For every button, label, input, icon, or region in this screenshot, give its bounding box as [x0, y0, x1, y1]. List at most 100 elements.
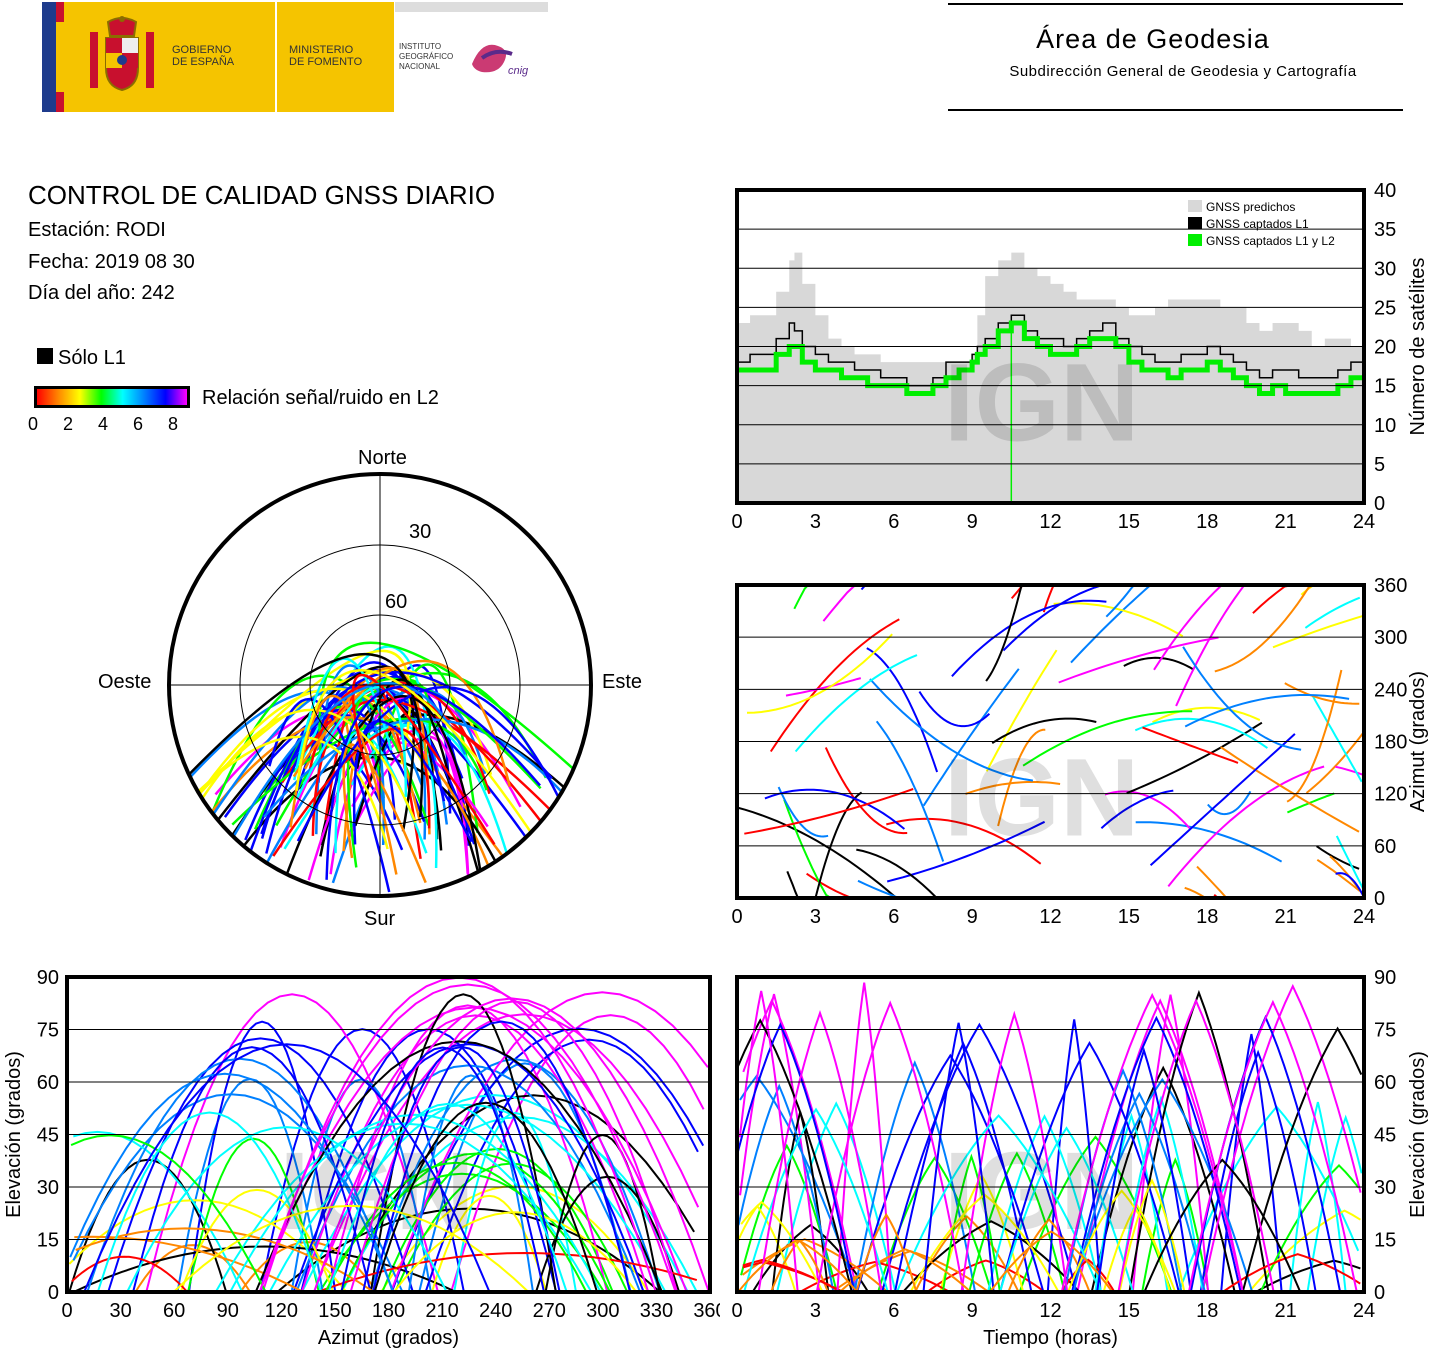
azimuth-track	[744, 788, 914, 835]
azimuth-track	[1311, 695, 1363, 783]
elevation-azimuth-track	[73, 1245, 457, 1293]
azimuth-track	[1304, 596, 1361, 629]
ign-watermark: IGN	[944, 736, 1140, 859]
y-tick-label: 0	[48, 1282, 59, 1304]
elevation-time-track	[740, 1200, 824, 1293]
x-tick-label: 12	[1039, 1300, 1061, 1322]
elevation-azimuth-track	[70, 1134, 267, 1293]
sky-track	[351, 673, 496, 845]
x-tick-label: 15	[1118, 1300, 1140, 1322]
y-tick-label: 30	[37, 1177, 59, 1199]
y-tick-label: 0	[1374, 888, 1385, 910]
y-tick-label: 60	[1374, 1072, 1396, 1094]
plot-content	[68, 976, 710, 1293]
sky-track	[268, 698, 391, 893]
x-tick-label: 18	[1196, 511, 1218, 533]
y-tick-label: 90	[37, 967, 59, 989]
sky-track	[292, 659, 512, 788]
y-tick-label: 75	[1374, 1020, 1396, 1042]
azimuth-time-chart: IGN 0 60 120 180 240 300 360 0 3 6 9 12 15 18 21 24 Azimu…	[731, 575, 1429, 928]
ign-watermark: IGN	[944, 1130, 1140, 1253]
snr-tick-8: 8	[168, 414, 179, 434]
snr-tick-6: 6	[133, 414, 144, 434]
elevation-time-track	[742, 1258, 842, 1293]
elevation-time-track	[736, 1018, 853, 1293]
x-tick-label: 3	[810, 906, 821, 928]
x-tick-label: 60	[163, 1300, 185, 1322]
elevation-azimuth-track	[126, 1126, 448, 1293]
elevation-time-track	[815, 1000, 965, 1293]
elevation-azimuth-track	[390, 1027, 705, 1293]
y-tick-label: 60	[37, 1072, 59, 1094]
sky-track	[346, 677, 542, 868]
elevation-azimuth-track	[132, 1046, 372, 1293]
azimuth-track	[1207, 790, 1252, 816]
elevation-time-track	[1177, 1105, 1360, 1293]
elevation-time-track	[1060, 992, 1244, 1293]
azimuth-track	[1152, 706, 1261, 724]
y-tick-label: 45	[37, 1125, 59, 1147]
x-tick-label: 30	[109, 1300, 131, 1322]
azimuth-track	[764, 788, 906, 830]
y-tick-label: 180	[1374, 732, 1407, 754]
azimuth-track	[1149, 733, 1296, 866]
y-axis-label: Elevación (grados)	[1407, 1051, 1429, 1218]
y-tick-label: 60	[1374, 836, 1396, 858]
ign-watermark: IGN	[944, 341, 1140, 464]
azimuth-track	[777, 786, 829, 838]
area-subtitle: Subdirección General de Geodesia y Carto…	[1009, 63, 1357, 80]
sky-track	[281, 681, 491, 795]
elevation-time-track	[737, 1083, 835, 1293]
x-tick-label: 330	[640, 1300, 673, 1322]
elevation-time-track	[1076, 998, 1244, 1293]
elevation-time-track	[855, 1212, 918, 1293]
sky-track	[342, 743, 427, 884]
elevation-time-chart: IGN 0 15 30 45 60 75 90 0 3 6 9 12 15 18 21 24 Elevación …	[731, 967, 1429, 1349]
azimuth-track	[1135, 821, 1283, 863]
elevation-azimuth-track	[179, 1188, 335, 1293]
gov-logo-text: GOBIERNO DE ESPAÑA	[172, 44, 234, 68]
elevation-time-track	[738, 990, 799, 1293]
snr-tick-0: 0	[28, 414, 39, 434]
x-tick-label: 150	[318, 1300, 351, 1322]
y-axis-label: Número de satélites	[1407, 258, 1429, 436]
x-tick-label: 270	[533, 1300, 566, 1322]
elevation-time-track	[1241, 1026, 1363, 1293]
x-tick-label: 15	[1118, 511, 1140, 533]
elevation-time-track	[742, 998, 858, 1293]
west-label: Oeste	[98, 671, 151, 693]
area-title: Área de Geodesia	[1036, 24, 1270, 54]
elevation-azimuth-track	[318, 1172, 605, 1293]
x-tick-label: 15	[1118, 906, 1140, 928]
x-tick-label: 21	[1275, 511, 1297, 533]
elevation-time-track	[1220, 1033, 1283, 1293]
elevation-time-track	[1118, 1178, 1186, 1293]
elevation-azimuth-track	[83, 1043, 491, 1293]
elevation-azimuth-track	[258, 983, 677, 1293]
sky-track	[214, 665, 415, 832]
elevation-time-track	[922, 1022, 995, 1293]
elevation-time-track	[1141, 1157, 1210, 1293]
elevation-time-track	[743, 1107, 889, 1293]
sky-track	[176, 653, 424, 818]
elevation-azimuth-track	[71, 1255, 189, 1293]
logo-gray-bar	[395, 2, 548, 12]
x-tick-label: 9	[967, 511, 978, 533]
ign-line3: NACIONAL	[399, 62, 440, 71]
x-tick-label: 240	[479, 1300, 512, 1322]
sky-track	[283, 694, 483, 882]
y-tick-label: 15	[37, 1230, 59, 1252]
legend-swatch	[1188, 234, 1202, 246]
legend-label: GNSS captados L1 y L2	[1206, 234, 1335, 248]
legend-swatch	[1188, 217, 1202, 229]
logo-separator	[275, 2, 277, 112]
plot-frame	[735, 188, 1366, 505]
north-label: Norte	[358, 447, 407, 469]
azimuth-track	[1104, 790, 1191, 830]
ministry-line1: MINISTERIO	[289, 44, 354, 56]
elevation-azimuth-chart: IGN 0 15 30 45 60 75 90 0 30 60 90 120 150 180 210 240 27…	[3, 967, 720, 1349]
y-tick-label: 30	[1374, 1177, 1396, 1199]
station-label: Estación: RODI	[28, 219, 166, 241]
azimuth-track	[869, 678, 1034, 782]
x-tick-label: 0	[731, 906, 742, 928]
